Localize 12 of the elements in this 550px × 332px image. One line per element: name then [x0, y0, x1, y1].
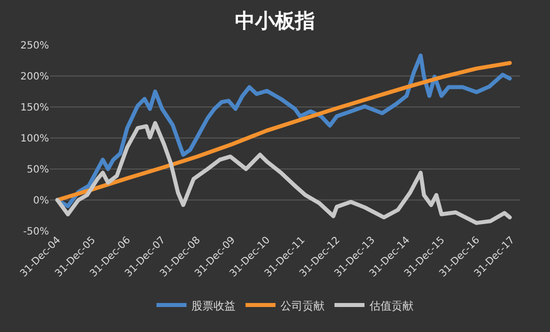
legend-label: 股票收益 — [192, 299, 236, 312]
y-tick-label: 250% — [20, 40, 49, 52]
y-tick-label: -50% — [23, 226, 49, 238]
y-tick-label: 200% — [20, 72, 49, 82]
y-tick-label: 150% — [20, 102, 49, 114]
y-tick-label: 0% — [33, 196, 49, 206]
legend-label: 估值贡献 — [370, 299, 414, 312]
legend-label: 公司贡献 — [280, 299, 324, 312]
line-series — [55, 121, 512, 225]
y-tick-label: 100% — [20, 134, 49, 144]
chart-title: 中小板指 — [235, 8, 315, 32]
y-tick-label: 50% — [26, 164, 49, 176]
